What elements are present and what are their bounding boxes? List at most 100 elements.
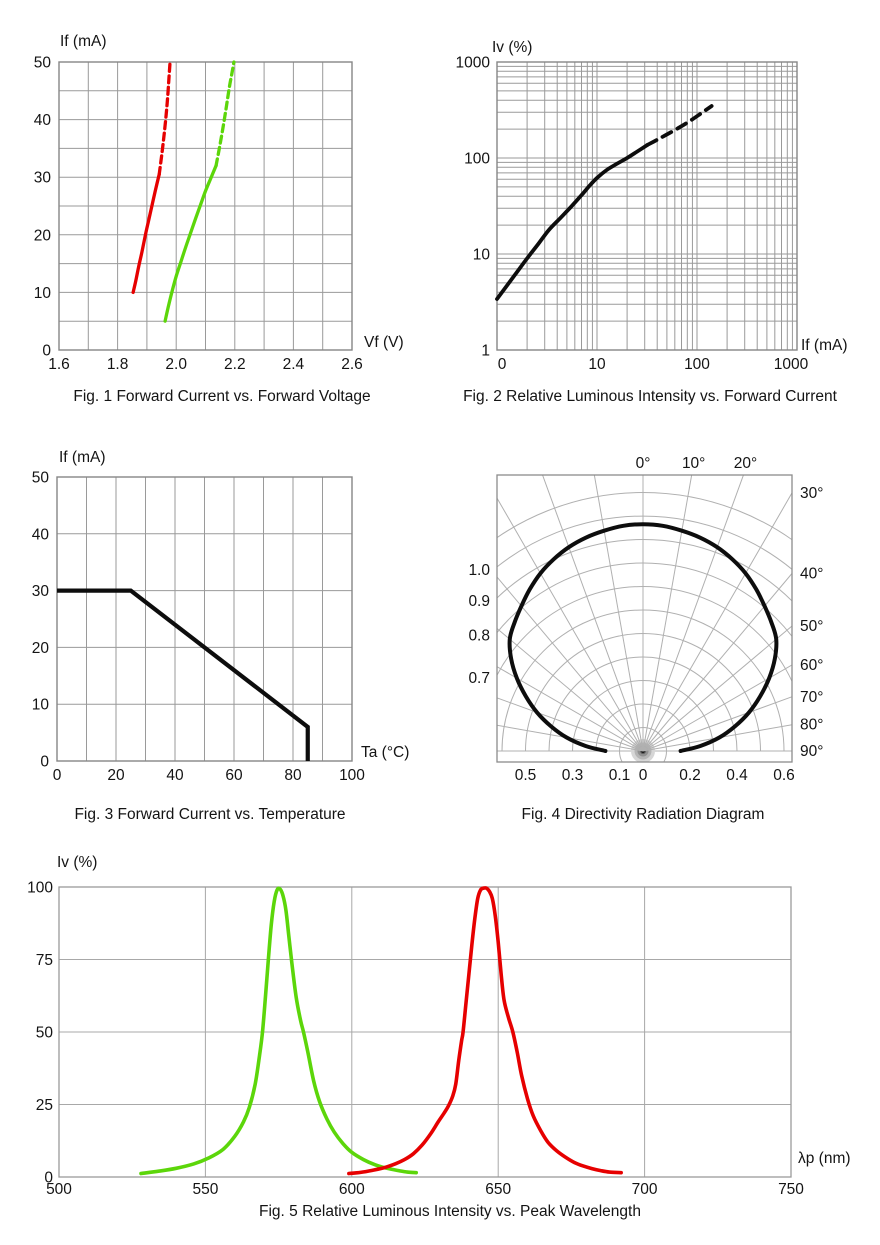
- tick-label: 40: [166, 767, 184, 784]
- tick-label: 50: [34, 55, 52, 72]
- tick-label: 0: [40, 754, 49, 771]
- tick-label: 100: [339, 767, 365, 784]
- tick-label: 550: [192, 1181, 218, 1198]
- tick-label: 80°: [800, 717, 823, 734]
- tick-label: 20: [34, 227, 52, 244]
- tick-label: 600: [339, 1181, 365, 1198]
- fig5-frame: [58, 886, 792, 1178]
- tick-label: 50°: [800, 618, 823, 635]
- fig1-caption: Fig. 1 Forward Current vs. Forward Volta…: [73, 388, 371, 405]
- tick-label: 0.7: [468, 670, 490, 687]
- tick-label: 30: [34, 170, 52, 187]
- fig1-red-led-curve-dashed: [157, 60, 172, 176]
- tick-label: 0.3: [562, 767, 584, 784]
- fig5-caption: Fig. 5 Relative Luminous Intensity vs. P…: [259, 1203, 641, 1220]
- tick-label: 0.2: [679, 767, 701, 784]
- tick-label: 10: [473, 247, 491, 264]
- tick-label: 40: [32, 526, 50, 543]
- fig4-frame: [496, 474, 793, 763]
- tick-label: 10°: [682, 455, 705, 472]
- fig1-frame: [58, 61, 353, 351]
- tick-label: 25: [36, 1097, 53, 1114]
- tick-label: 100: [27, 880, 53, 897]
- tick-label: 10: [32, 697, 50, 714]
- tick-label: 1.6: [48, 356, 70, 373]
- fig2-y-axis-title: Iv (%): [492, 39, 533, 56]
- tick-label: 50: [32, 470, 50, 487]
- fig2-caption: Fig. 2 Relative Luminous Intensity vs. F…: [463, 388, 837, 405]
- fig1-green-led-curve-solid: [163, 164, 218, 323]
- fig2-x-axis-title: If (mA): [801, 337, 848, 354]
- fig3-y-axis-title: If (mA): [59, 449, 106, 466]
- tick-label: 30°: [800, 485, 823, 502]
- tick-label: 40: [34, 112, 52, 129]
- fig3-derating-curve: [57, 588, 310, 761]
- tick-label: 40°: [800, 565, 823, 582]
- fig2-frame: [496, 61, 798, 351]
- fig4-caption: Fig. 4 Directivity Radiation Diagram: [521, 806, 765, 823]
- tick-label: 2.2: [224, 356, 246, 373]
- tick-label: 0: [44, 1170, 53, 1187]
- tick-label: 10: [588, 356, 606, 373]
- tick-label: 1000: [456, 55, 491, 72]
- tick-label: 0.1: [609, 767, 631, 784]
- fig5-x-axis-title: λp (nm): [798, 1150, 851, 1167]
- tick-label: 90°: [800, 743, 823, 760]
- fig5-grid: [58, 886, 792, 1178]
- tick-label: 650: [485, 1181, 511, 1198]
- fig3-caption: Fig. 3 Forward Current vs. Temperature: [74, 806, 346, 823]
- tick-label: 500: [46, 1181, 72, 1198]
- tick-label: 20°: [734, 455, 757, 472]
- fig5-green-spectrum-curve: [139, 886, 419, 1176]
- tick-label: 75: [36, 952, 53, 969]
- tick-label: 0: [639, 767, 648, 784]
- tick-label: 700: [632, 1181, 658, 1198]
- tick-label: 80: [284, 767, 302, 784]
- tick-label: 750: [778, 1181, 804, 1198]
- tick-label: 30: [32, 583, 50, 600]
- tick-label: 100: [464, 151, 490, 168]
- tick-label: 50: [36, 1025, 54, 1042]
- fig4-directivity-curve: [507, 522, 779, 753]
- tick-label: 10: [34, 285, 52, 302]
- tick-label: 0: [53, 767, 62, 784]
- tick-label: 1: [481, 343, 490, 360]
- tick-label: 0.4: [726, 767, 748, 784]
- tick-label: 0.9: [468, 593, 490, 610]
- tick-label: 100: [684, 356, 710, 373]
- fig1-y-axis-title: If (mA): [60, 33, 107, 50]
- tick-label: 2.6: [341, 356, 363, 373]
- tick-label: 0.8: [468, 628, 490, 645]
- fig1-x-axis-title: Vf (V): [364, 334, 404, 351]
- tick-label: 2.4: [283, 356, 305, 373]
- tick-label: 0°: [636, 455, 651, 472]
- fig3-frame: [56, 476, 353, 762]
- tick-label: 0: [498, 356, 507, 373]
- tick-label: 20: [32, 640, 50, 657]
- tick-label: 1.8: [107, 356, 129, 373]
- fig5-red-spectrum-curve: [347, 886, 623, 1176]
- tick-label: 60°: [800, 657, 823, 674]
- fig1-green-led-curve-dashed: [214, 60, 236, 168]
- tick-label: 0.5: [515, 767, 537, 784]
- tick-label: 70°: [800, 689, 823, 706]
- tick-label: 20: [107, 767, 125, 784]
- tick-label: 60: [225, 767, 243, 784]
- fig4-spokes: [497, 475, 792, 752]
- fig3-x-axis-title: Ta (°C): [361, 744, 410, 761]
- tick-label: 2.0: [165, 356, 187, 373]
- tick-label: 0.6: [773, 767, 795, 784]
- fig5-y-axis-title: Iv (%): [57, 854, 98, 871]
- fig4-polar-grid: [497, 475, 792, 762]
- fig2-grid: [496, 61, 798, 351]
- fig2-intensity-curve-dashed: [645, 104, 714, 147]
- tick-label: 1000: [774, 356, 809, 373]
- fig2-intensity-curve-solid: [495, 142, 650, 301]
- tick-label: 1.0: [468, 562, 490, 579]
